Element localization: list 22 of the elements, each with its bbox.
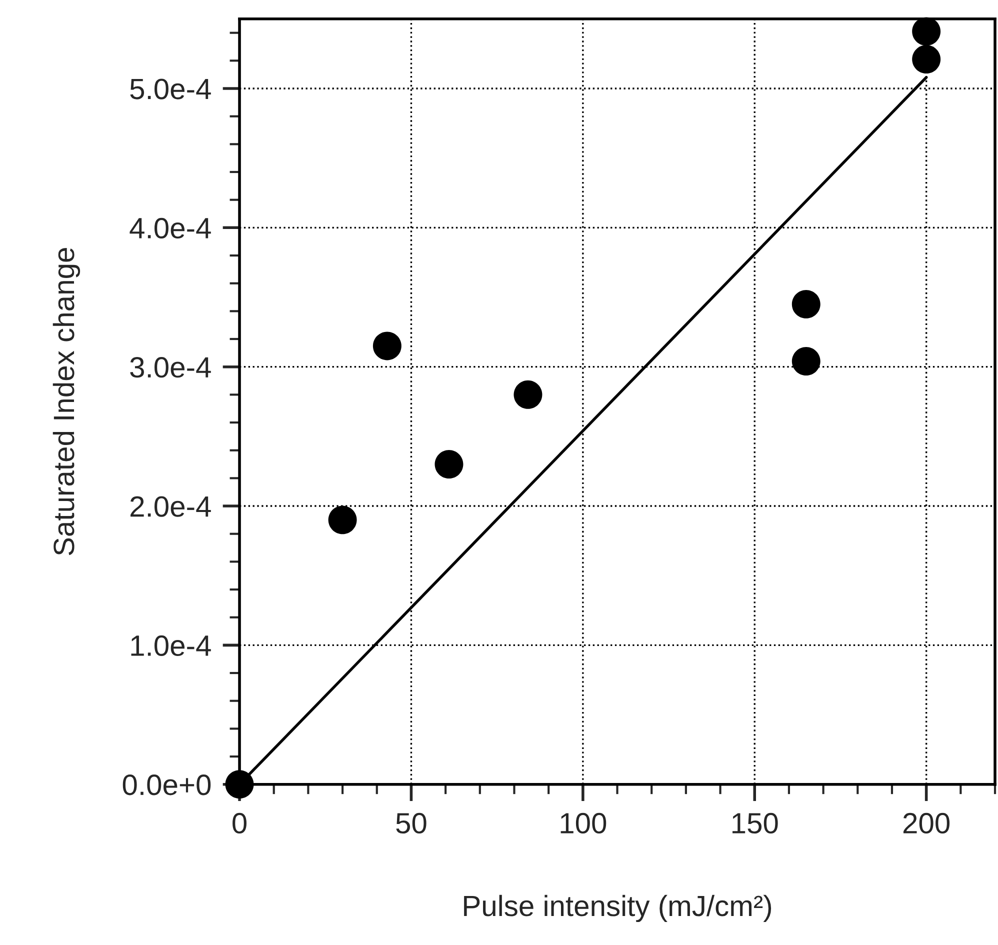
y-tick-label: 2.0e-4 xyxy=(130,496,211,517)
point xyxy=(514,380,542,409)
y-axis-title: Saturated Index change xyxy=(52,248,80,556)
point xyxy=(328,506,357,534)
y-tick-label: 0.0e+0 xyxy=(122,774,211,796)
x-tick-label: 200 xyxy=(903,812,950,834)
x-tick-label: 0 xyxy=(232,812,246,834)
y-tick-label: 5.0e-4 xyxy=(130,78,211,100)
x-axis-title: Pulse intensity (mJ/cm²) xyxy=(464,894,772,922)
y-tick-label: 3.0e-4 xyxy=(130,357,211,378)
point xyxy=(792,347,820,376)
point xyxy=(372,332,402,360)
point xyxy=(225,770,254,799)
point xyxy=(912,17,941,46)
x-tick-label: 100 xyxy=(560,812,606,834)
x-tick-label: 50 xyxy=(396,812,426,834)
point xyxy=(434,450,464,478)
x-tick-label: 150 xyxy=(732,812,778,834)
point xyxy=(912,45,941,74)
point xyxy=(792,290,820,318)
y-tick-label: 4.0e-4 xyxy=(130,218,211,239)
y-tick-label: 1.0e-4 xyxy=(131,635,211,656)
